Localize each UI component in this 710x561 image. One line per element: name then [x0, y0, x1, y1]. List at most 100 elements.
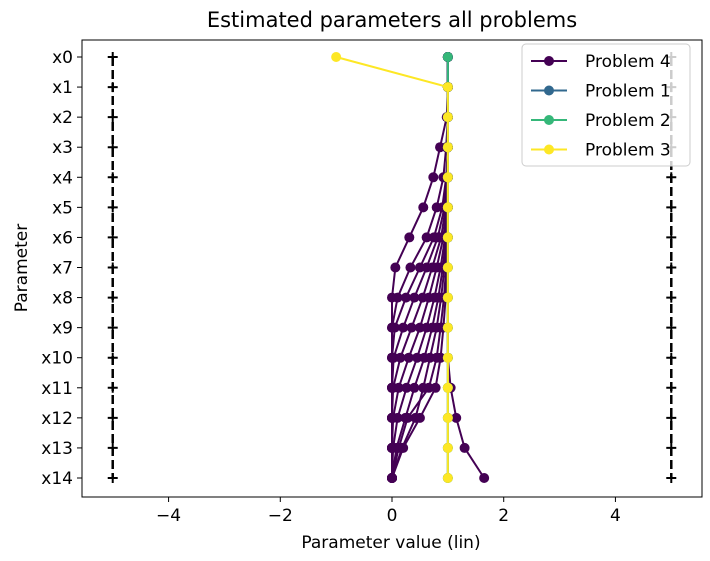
data-point	[402, 412, 413, 423]
lower-bound-marker	[107, 442, 118, 453]
y-tick-label: x2	[52, 108, 73, 128]
x-tick-label: 2	[498, 506, 509, 526]
upper-bound-marker	[666, 292, 677, 303]
lower-bound-marker	[107, 112, 118, 123]
lower-bound-marker	[107, 322, 118, 333]
data-point	[421, 232, 432, 243]
data-point	[442, 262, 453, 273]
lower-bound-marker	[107, 142, 118, 153]
y-tick-label: x5	[52, 198, 73, 218]
axes: −4 −2 0 2 4 x0 x1 x2 x3 x4 x5 x6 x7 x8 x9 x10 x11 x12 x13 x…	[41, 39, 703, 526]
data-point	[442, 172, 453, 183]
y-tick-label: x3	[52, 138, 73, 158]
data-point	[409, 292, 420, 303]
legend-marker	[544, 144, 554, 155]
upper-bound-marker	[666, 262, 677, 273]
x-tick-label: 0	[387, 506, 398, 526]
x-tick-label: −2	[268, 506, 293, 526]
x-tick-label: 4	[610, 506, 621, 526]
y-tick-label: x1	[52, 78, 73, 98]
y-tick-label: x14	[41, 469, 73, 489]
data-point	[451, 412, 462, 423]
upper-bound-marker	[666, 232, 677, 243]
legend-label: Problem 3	[585, 141, 671, 161]
y-tick-label: x10	[41, 349, 73, 369]
data-point	[442, 382, 453, 393]
data-point	[442, 202, 453, 213]
data-point	[406, 322, 417, 333]
x-tick-label: −4	[156, 506, 181, 526]
lower-bound-marker	[107, 232, 118, 243]
data-point	[392, 412, 403, 423]
data-point	[392, 292, 403, 303]
data-point	[403, 352, 414, 363]
y-tick-label: x0	[52, 48, 73, 68]
upper-bound-marker	[666, 442, 677, 453]
data-point	[442, 52, 453, 62]
data-point	[442, 232, 453, 243]
legend-marker	[544, 115, 554, 125]
data-point	[387, 473, 397, 483]
upper-bound-marker	[666, 172, 677, 183]
y-tick-label: x12	[41, 409, 73, 429]
lower-bound-marker	[107, 52, 118, 62]
data-point	[389, 322, 400, 333]
lower-bound-marker	[107, 82, 118, 93]
y-tick-label: x7	[52, 259, 73, 279]
lower-bound-marker	[107, 172, 118, 183]
lower-bound-marker	[107, 473, 118, 483]
data-point	[401, 382, 412, 393]
y-axis-label: Parameter	[12, 224, 32, 312]
data-point	[404, 232, 415, 243]
data-point	[442, 352, 453, 363]
legend: Problem 4 Problem 1 Problem 2 Problem 3	[521, 43, 691, 167]
legend-box	[521, 43, 691, 167]
legend-label: Problem 4	[585, 52, 671, 72]
data-point	[398, 322, 409, 333]
data-point	[459, 442, 470, 453]
lower-bound-marker	[107, 382, 118, 393]
data-point	[442, 82, 453, 93]
lower-bound-marker	[107, 292, 118, 303]
data-point	[428, 172, 439, 183]
data-point	[435, 352, 446, 363]
data-point	[442, 292, 453, 303]
data-point	[412, 352, 423, 363]
y-tick-label: x8	[52, 289, 73, 309]
data-point	[393, 382, 404, 393]
data-point	[442, 412, 453, 423]
data-point	[390, 262, 401, 273]
legend-label: Problem 2	[585, 111, 671, 131]
x-axis-label: Parameter value (lin)	[301, 533, 480, 553]
data-point	[400, 292, 411, 303]
upper-bound-marker	[666, 473, 677, 483]
y-tick-label: x4	[52, 168, 73, 188]
y-tick-label: x13	[41, 439, 73, 459]
data-point	[398, 442, 409, 453]
upper-bound-marker	[666, 352, 677, 363]
legend-label: Problem 1	[585, 82, 671, 102]
y-tick-label: x9	[52, 319, 73, 339]
upper-bound-marker	[666, 412, 677, 423]
lower-bound-marker	[107, 202, 118, 213]
lower-bound-marker	[107, 352, 118, 363]
data-point	[442, 142, 453, 153]
y-tick-label: x6	[52, 228, 73, 248]
data-point	[418, 202, 429, 213]
upper-bound-marker	[666, 382, 677, 393]
data-point	[405, 262, 416, 273]
data-point	[331, 52, 342, 62]
data-point	[395, 352, 406, 363]
data-point	[479, 473, 490, 483]
upper-bound-marker	[666, 322, 677, 333]
legend-marker	[544, 56, 554, 66]
upper-bound-marker	[666, 202, 677, 213]
plot-area	[107, 52, 677, 483]
data-point	[442, 473, 453, 483]
data-point	[442, 322, 453, 333]
chart-title: Estimated parameters all problems	[207, 8, 577, 32]
data-point	[442, 442, 453, 453]
data-point	[409, 382, 420, 393]
